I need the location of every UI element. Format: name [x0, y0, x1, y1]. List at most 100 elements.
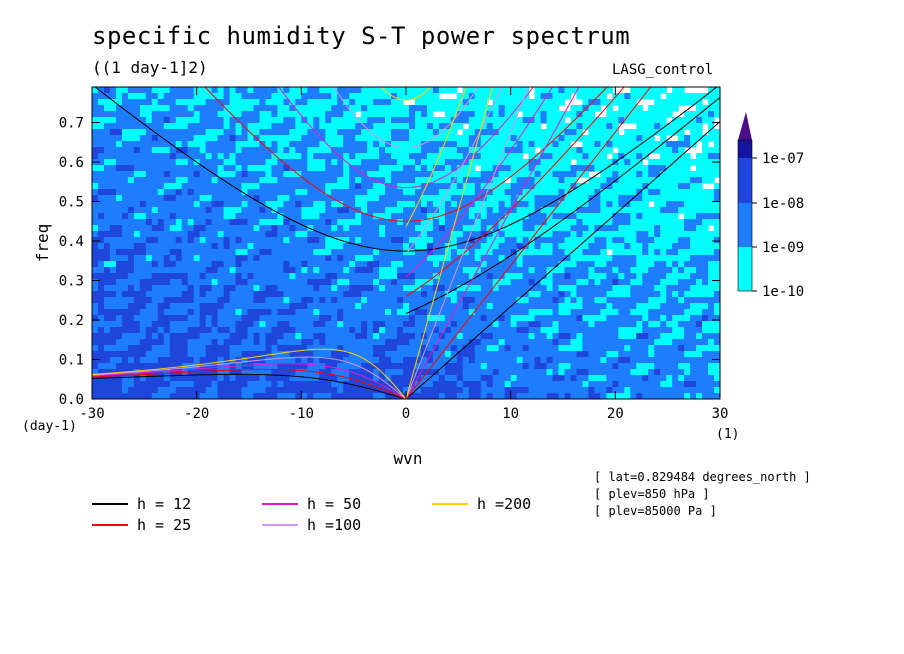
field-cell — [702, 243, 709, 250]
field-cell — [696, 189, 703, 196]
field-cell — [504, 279, 512, 286]
field-cell — [259, 93, 267, 100]
field-cell — [217, 309, 225, 316]
field-cell — [612, 333, 619, 340]
field-cell — [714, 291, 720, 298]
field-cell — [522, 171, 530, 178]
field-cell — [199, 213, 207, 220]
field-cell — [205, 255, 213, 262]
field-cell — [391, 255, 398, 262]
field-cell — [151, 297, 159, 304]
field-cell — [103, 315, 111, 322]
field-cell — [450, 351, 458, 358]
field-cell — [397, 117, 404, 124]
field-cell — [229, 99, 237, 106]
field-cell — [271, 231, 279, 238]
field-cell — [714, 327, 720, 334]
field-cell — [133, 87, 141, 94]
field-cell — [510, 141, 518, 148]
field-cell — [241, 99, 249, 106]
field-cell — [594, 177, 601, 184]
field-cell — [355, 261, 362, 268]
field-cell — [462, 255, 470, 262]
field-cell — [444, 339, 452, 346]
field-cell — [522, 333, 530, 340]
field-cell — [115, 309, 123, 316]
field-cell — [109, 357, 117, 364]
field-cell — [696, 231, 703, 238]
field-cell — [403, 231, 410, 238]
field-cell — [337, 345, 344, 352]
field-cell — [678, 177, 685, 184]
field-cell — [594, 141, 601, 148]
field-cell — [690, 273, 697, 280]
field-cell — [624, 225, 631, 232]
field-cell — [307, 261, 314, 268]
field-cell — [337, 303, 344, 310]
field-cell — [283, 315, 290, 322]
field-cell — [522, 225, 530, 232]
field-cell — [205, 321, 213, 328]
field-cell — [361, 279, 368, 286]
field-cell — [648, 249, 655, 256]
field-cell — [618, 315, 625, 322]
field-cell — [295, 201, 302, 208]
field-cell — [325, 165, 332, 172]
field-cell — [151, 375, 159, 382]
field-cell — [648, 183, 655, 190]
field-cell — [492, 195, 500, 202]
field-cell — [618, 183, 625, 190]
field-cell — [223, 159, 231, 166]
field-cell — [271, 363, 279, 370]
field-cell — [522, 129, 530, 136]
field-cell — [259, 225, 267, 232]
field-cell — [702, 351, 709, 358]
field-cell — [624, 243, 631, 250]
field-cell — [241, 285, 249, 292]
field-cell — [223, 105, 231, 112]
field-cell — [133, 351, 141, 358]
field-cell — [211, 129, 219, 136]
field-cell — [480, 153, 488, 160]
field-cell — [462, 165, 470, 172]
field-cell — [660, 333, 667, 340]
field-cell — [492, 243, 500, 250]
field-cell — [295, 321, 302, 328]
field-cell — [259, 207, 267, 214]
field-cell — [450, 237, 458, 244]
field-cell — [235, 243, 243, 250]
field-cell — [642, 363, 649, 370]
field-cell — [648, 363, 655, 370]
field-cell — [516, 129, 524, 136]
field-cell — [247, 111, 255, 118]
field-cell — [594, 201, 601, 208]
field-cell — [265, 141, 273, 148]
field-cell — [462, 147, 470, 154]
field-cell — [283, 363, 290, 370]
field-cell — [552, 123, 560, 130]
field-cell — [139, 99, 147, 106]
field-cell — [385, 345, 392, 352]
field-cell — [403, 243, 410, 250]
field-cell — [169, 171, 177, 178]
field-cell — [247, 177, 255, 184]
field-cell — [355, 357, 362, 364]
field-cell — [468, 351, 476, 358]
field-cell — [199, 345, 207, 352]
field-cell — [277, 147, 284, 154]
field-cell — [361, 99, 368, 106]
field-cell — [355, 231, 362, 238]
field-cell — [151, 141, 159, 148]
field-cell — [223, 93, 231, 100]
field-cell — [696, 333, 703, 340]
field-cell — [289, 279, 296, 286]
field-cell — [349, 153, 356, 160]
field-cell — [391, 105, 398, 112]
field-cell — [588, 87, 595, 94]
field-cell — [696, 273, 703, 280]
field-cell — [127, 285, 135, 292]
field-cell — [714, 129, 720, 136]
field-cell — [295, 339, 302, 346]
field-cell — [510, 291, 518, 298]
field-cell — [426, 111, 434, 118]
